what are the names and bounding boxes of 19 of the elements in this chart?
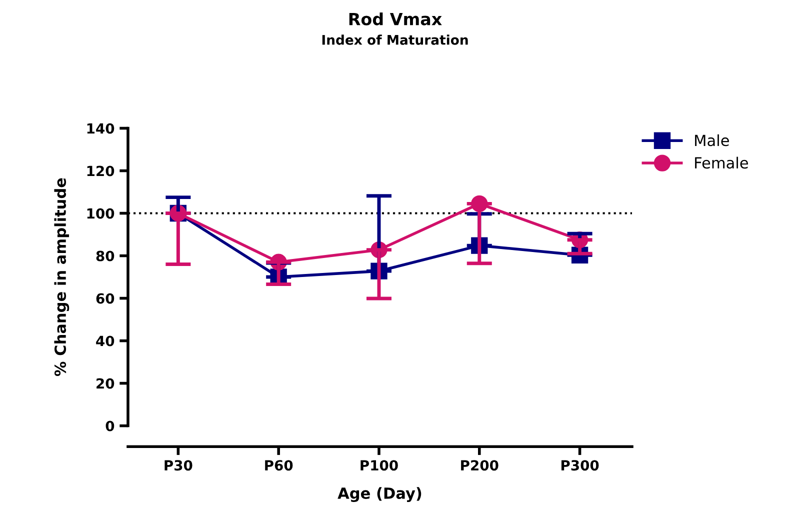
x-tick-label: P200 [461, 460, 498, 471]
x-axis-title: Age (Day) [338, 487, 422, 502]
chart-subtitle: Index of Maturation [322, 34, 468, 45]
y-tick-label: 40 [96, 336, 114, 346]
y-tick-label: 120 [87, 166, 114, 176]
legend-label: Male [695, 134, 729, 146]
x-tick-label: P300 [561, 460, 599, 471]
x-tick-label: P100 [360, 460, 398, 471]
y-tick-label: 80 [96, 250, 114, 262]
y-tick-label: 60 [96, 293, 114, 304]
legend-label: Female [695, 156, 748, 169]
y-tick-label: 0 [106, 420, 114, 432]
x-tick-label: P30 [164, 460, 192, 471]
chart-title: Rod Vmax [349, 12, 442, 26]
y-tick-label: 100 [87, 208, 114, 219]
y-tick-label: 140 [87, 123, 114, 134]
y-axis-title: % Change in amplitude [54, 178, 70, 376]
y-tick-label: 20 [96, 378, 114, 389]
x-tick-label: P60 [265, 460, 293, 471]
